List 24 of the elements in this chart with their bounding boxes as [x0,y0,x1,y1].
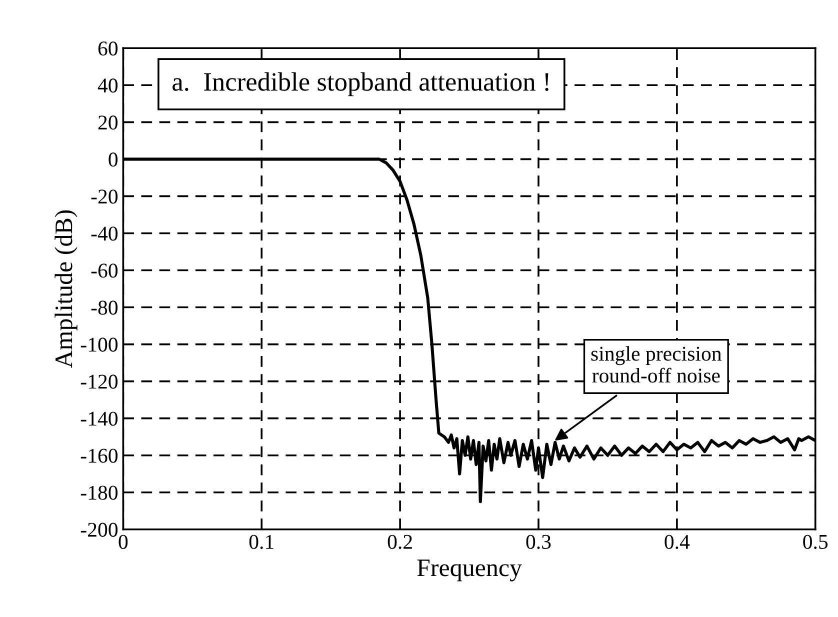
annotation: single precision round-off noise [591,346,722,383]
y-tick-label: -160 [80,448,118,463]
x-tick-label: 0.1 [249,534,274,549]
x-tick-label: 0.4 [664,534,690,549]
y-tick-label: -100 [80,338,118,352]
y-tick-label: -80 [91,300,118,315]
y-tick-label: -180 [80,486,118,500]
y-tick-label: 0 [108,152,118,167]
y-tick-label: 40 [98,78,118,93]
y-tick-label: -120 [80,374,118,389]
x-tick-label: 0.3 [526,534,551,549]
y-tick-label: -60 [91,264,118,278]
x-axis-title: Frequency [417,560,522,582]
y-axis-title: Amplitude (dB) [54,210,78,368]
x-tick-label: 0.2 [388,534,412,549]
y-tick-label: 60 [98,42,118,56]
y-tick-label: -40 [91,226,118,241]
y-tick-label: -140 [80,412,118,426]
text: a. Incredible stopband attenuation ! [172,72,548,96]
y-tick-label: -20 [91,190,118,204]
y-tick-label: -200 [80,522,118,537]
y-tick-label: 20 [98,116,118,130]
x-tick-label: 0.5 [803,534,828,549]
x-tick-label: 0 [118,534,128,549]
